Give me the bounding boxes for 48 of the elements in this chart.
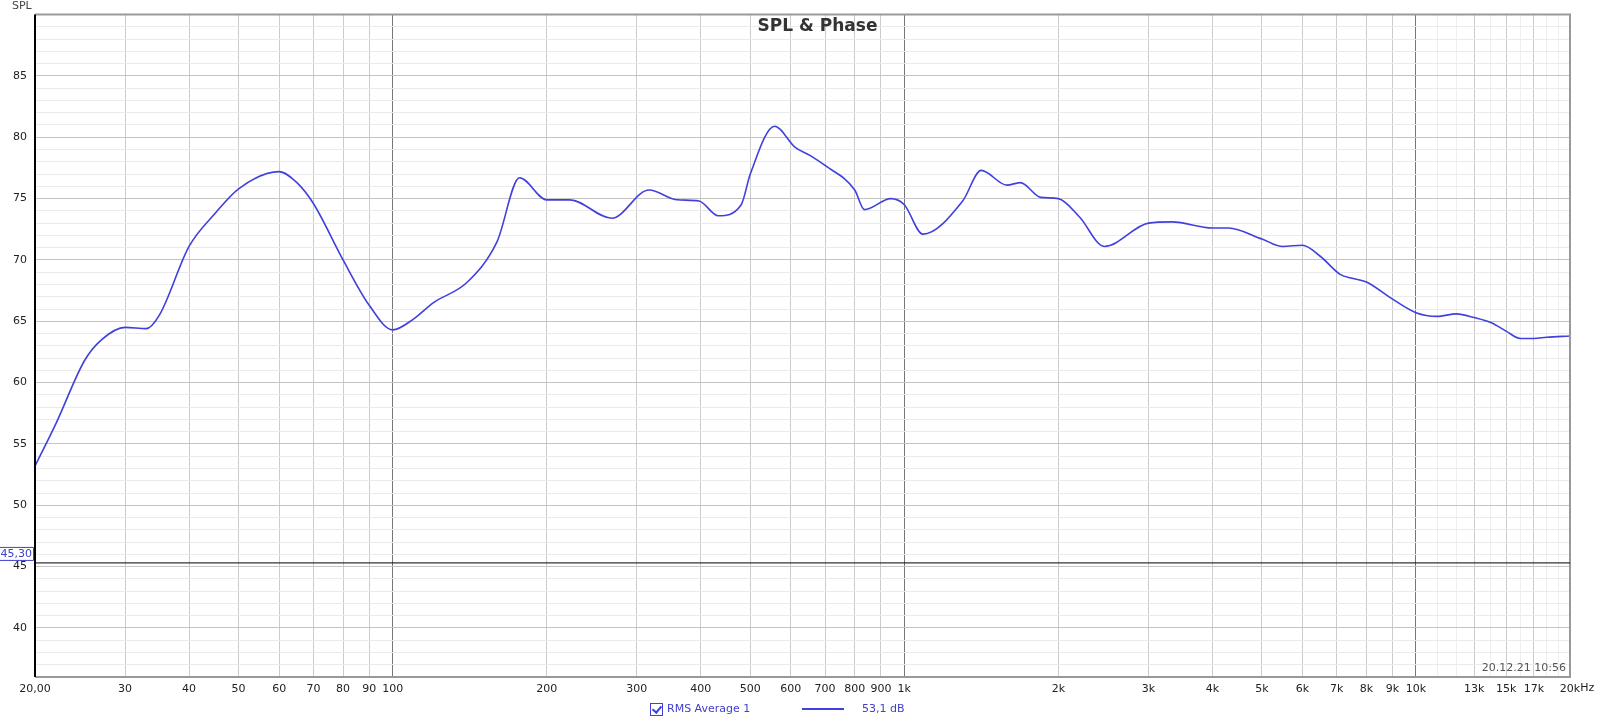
x-tick-label: 7k: [1330, 682, 1345, 696]
x-tick-label: 6k: [1295, 682, 1310, 696]
legend-label: RMS Average 1: [667, 702, 751, 715]
x-tick-label: 20k: [1559, 682, 1581, 696]
y-tick-label: 70: [13, 252, 27, 266]
x-tick-label: 13k: [1464, 682, 1486, 696]
x-tick-label: 2k: [1051, 682, 1066, 696]
x-tick-label: 20,00: [19, 682, 51, 696]
y-tick-label: 55: [13, 436, 27, 450]
x-tick-label: 500: [739, 682, 761, 696]
x-tick-label: 30: [118, 682, 133, 696]
x-tick-label: 1k: [897, 682, 912, 696]
chart-title: SPL & Phase: [757, 14, 878, 35]
x-tick-label: 8k: [1359, 682, 1374, 696]
x-tick-label: 70: [306, 682, 321, 696]
x-tick-label: 90: [362, 682, 377, 696]
annotation: 20.12.21 10:56: [1481, 661, 1566, 675]
x-tick-label: 5k: [1255, 682, 1270, 696]
x-tick-label: 10k: [1405, 682, 1427, 696]
y-tick-label: 40: [13, 620, 27, 634]
x-tick-label: 800: [844, 682, 866, 696]
x-tick-label: 700: [814, 682, 836, 696]
y-tick-label: 75: [13, 191, 27, 205]
text: 53,1 dB: [862, 702, 905, 715]
x-tick-label: 4k: [1205, 682, 1220, 696]
x-axis-title: Hz: [1580, 681, 1595, 695]
x-tick-label: 100: [382, 682, 404, 696]
x-tick-label: 3k: [1141, 682, 1156, 696]
y-tick-label: 65: [13, 314, 27, 328]
x-tick-label: 80: [336, 682, 351, 696]
x-tick-label: 400: [690, 682, 712, 696]
x-tick-label: 300: [626, 682, 648, 696]
x-tick-label: 60: [272, 682, 287, 696]
x-tick-label: 900: [870, 682, 892, 696]
ref-line-label: 45,30: [0, 546, 32, 560]
x-tick-label: 17k: [1523, 682, 1545, 696]
y-tick-label: 50: [13, 498, 27, 512]
x-tick-label: 40: [182, 682, 197, 696]
x-tick-label: 50: [231, 682, 246, 696]
x-tick-label: 15k: [1495, 682, 1517, 696]
y-tick-label: 85: [13, 68, 27, 82]
y-tick-label: 45: [13, 559, 27, 573]
x-tick-label: 9k: [1385, 682, 1400, 696]
x-tick-label: 200: [536, 682, 558, 696]
y-tick-label: 60: [13, 375, 27, 389]
x-tick-label: 600: [780, 682, 802, 696]
y-tick-label: 80: [13, 130, 27, 144]
y-axis-title: SPL: [12, 0, 33, 13]
